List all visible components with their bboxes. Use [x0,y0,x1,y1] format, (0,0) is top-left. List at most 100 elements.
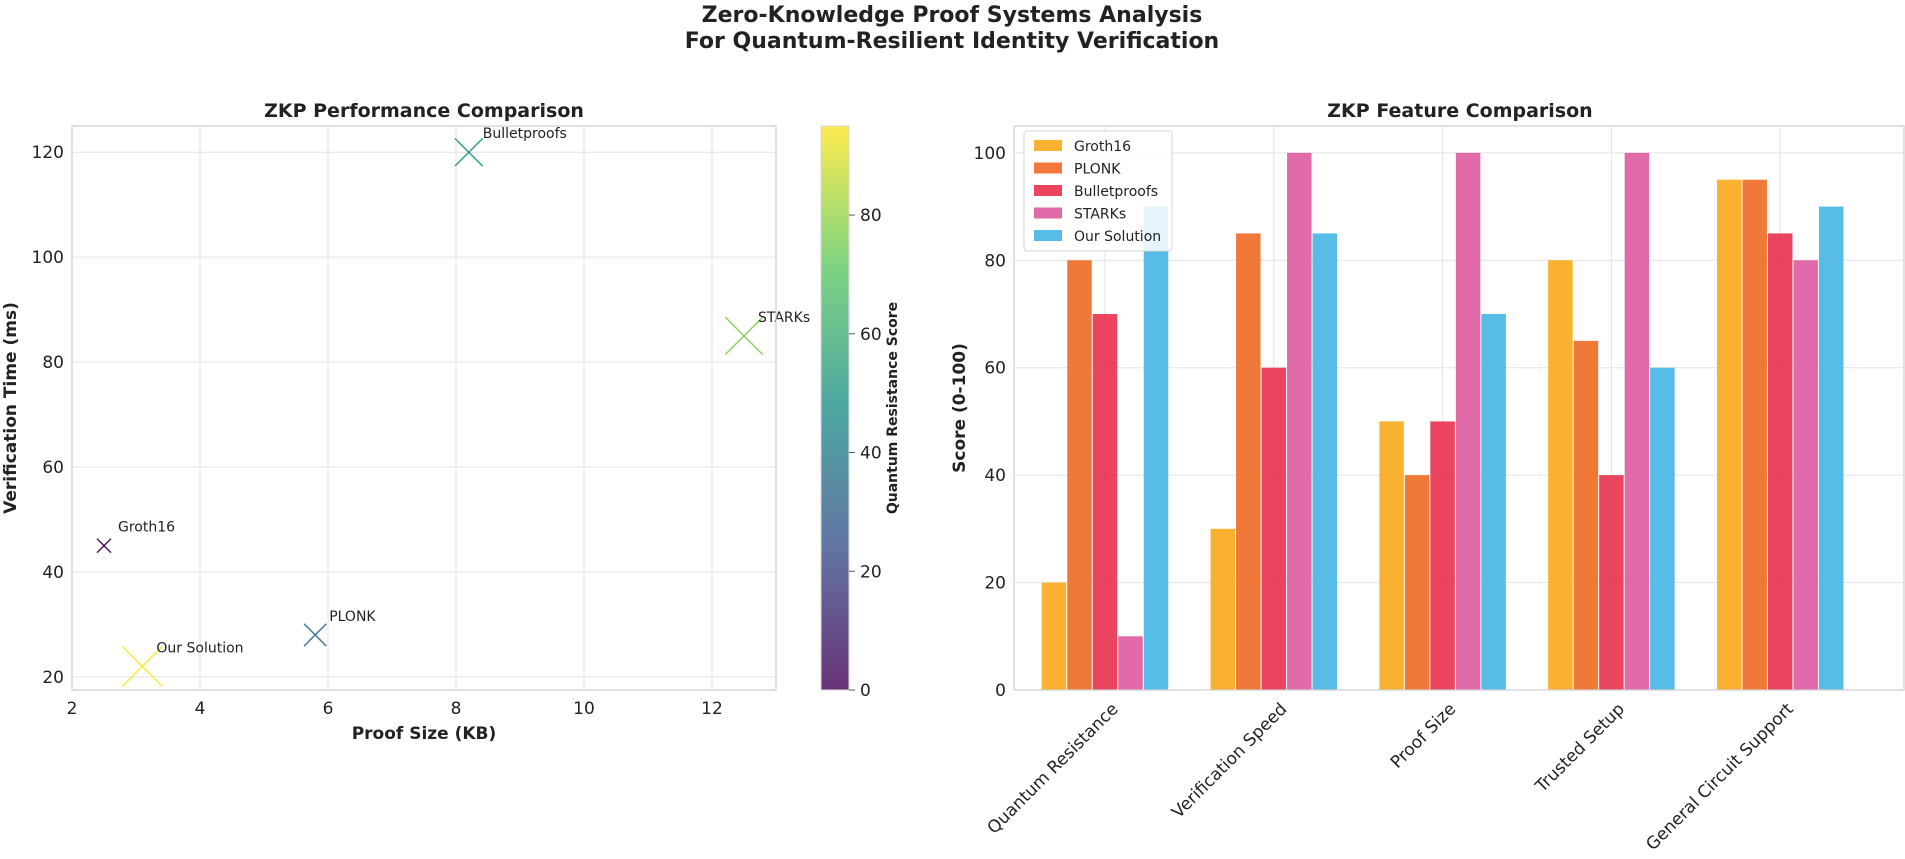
legend-item: Groth16 [1034,139,1131,155]
bar-y-tick-label: 40 [984,466,1006,486]
scatter-y-tick-label: 20 [42,668,64,688]
legend-item: PLONK [1034,162,1121,178]
legend-swatch [1034,185,1062,196]
scatter-chart: ZKP Performance Comparison Proof Size (K… [1,100,810,744]
legend-label: STARKs [1074,207,1126,223]
colorbar: 0 20 40 60 80 Quantum Resistance Score [820,125,901,701]
scatter-x-axis-label: Proof Size (KB) [352,724,497,744]
scatter-point-marker [121,645,163,687]
bar [1793,260,1818,690]
bar [1041,582,1067,690]
bar [1742,179,1767,690]
bar-chart: ZKP Feature Comparison Score (0-100) Qua… [950,100,1905,855]
bar [1573,340,1599,690]
scatter-point: PLONK [303,609,376,647]
bar-y-tick-label: 80 [984,251,1006,271]
colorbar-tick-label: 80 [860,206,882,226]
bar [1767,233,1793,690]
bar [1287,152,1312,690]
bar [1548,260,1573,690]
bar-x-tick-label: Quantum Resistance [984,699,1123,838]
bar [1481,314,1506,690]
scatter-point: Bulletproofs [454,126,567,167]
legend-box [1023,130,1173,252]
legend-label: Our Solution [1074,229,1161,245]
colorbar-tick-label: 20 [860,562,882,582]
colorbar-tick-label: 40 [860,444,882,464]
scatter-y-tick-label: 60 [42,458,64,478]
bar [1210,528,1236,690]
bar-y-tick-label: 20 [984,574,1006,594]
scatter-x-tick-label: 10 [573,699,595,719]
bar-y-tick-label: 60 [984,359,1006,379]
legend-item: Bulletproofs [1034,184,1158,200]
bar [1379,421,1404,690]
bar [1624,152,1650,690]
legend-item: Our Solution [1034,229,1161,245]
scatter-y-axis-label: Verification Time (ms) [1,302,21,514]
bar-frame [1013,125,1905,691]
legend-item: STARKs [1034,207,1126,223]
bar-x-tick-label: Proof Size [1387,699,1460,772]
scatter-point-label: PLONK [329,609,376,625]
bar [1092,314,1118,690]
bar [1650,367,1675,690]
figure-subtitle: For Quantum-Resilient Identity Verificat… [685,29,1219,54]
scatter-point-label: Groth16 [118,520,175,536]
scatter-point: STARKs [724,310,810,356]
bar-x-tick-label: Verification Speed [1168,699,1291,822]
bar-y-tick-label: 100 [974,144,1006,164]
scatter-frame [71,125,777,691]
scatter-x-tick-label: 2 [67,699,78,719]
figure-title: Zero-Knowledge Proof Systems Analysis [702,3,1203,28]
scatter-x-tick-label: 6 [323,699,334,719]
colorbar-label: Quantum Resistance Score [885,302,901,514]
scatter-point: Groth16 [96,520,175,554]
scatter-y-tick-label: 40 [42,563,64,583]
bar [1312,233,1338,690]
scatter-x-tick-label: 4 [195,699,206,719]
bar [1236,233,1261,690]
bar [1143,206,1169,691]
bar-marks [1041,152,1844,691]
bar [1455,152,1481,690]
bar-title: ZKP Feature Comparison [1327,100,1592,122]
scatter-grid [71,126,776,690]
bar [1404,475,1430,690]
bar-y-axis-label: Score (0-100) [950,343,970,473]
scatter-point: Our Solution [121,640,244,687]
scatter-point-marker [454,137,484,167]
bar [1261,367,1287,690]
legend-label: Bulletproofs [1074,184,1158,200]
bar [1430,421,1455,690]
colorbar-ticks: 0 20 40 60 80 [849,206,882,701]
scatter-point-label: Our Solution [156,640,243,656]
scatter-ticks: 2 4 6 8 10 12 20 40 60 80 100 120 [32,143,723,719]
scatter-point-marker [724,316,764,356]
scatter-y-tick-label: 100 [32,248,64,268]
scatter-y-tick-label: 80 [42,353,64,373]
scatter-points: Groth16 PLONK Bulletproofs STARKs Our Soluti… [96,126,810,687]
legend-label: PLONK [1074,162,1121,178]
scatter-point-marker [303,623,327,647]
bar-legend: Groth16 PLONK Bulletproofs STARKs Our Soluti… [1023,130,1173,252]
legend-label: Groth16 [1074,139,1131,155]
legend-swatch [1034,140,1062,151]
bar [1118,636,1143,690]
colorbar-tick-label: 0 [860,681,871,701]
scatter-point-marker [96,538,112,554]
bar [1818,206,1844,691]
scatter-point-label: STARKs [758,310,810,326]
bar [1067,260,1092,690]
scatter-x-tick-label: 12 [701,699,723,719]
scatter-y-tick-label: 120 [32,143,64,163]
legend-swatch [1034,207,1062,219]
colorbar-gradient [820,125,850,691]
scatter-title: ZKP Performance Comparison [264,100,584,122]
bar [1599,475,1624,690]
bar-y-tick-label: 0 [995,681,1006,701]
scatter-x-tick-label: 8 [451,699,462,719]
bar-x-tick-label: General Circuit Support [1642,699,1798,855]
legend-swatch [1034,162,1062,174]
